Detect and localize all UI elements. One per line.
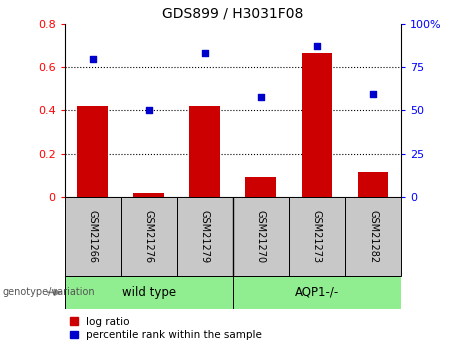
Legend: log ratio, percentile rank within the sample: log ratio, percentile rank within the sa… (70, 317, 262, 340)
Bar (301, 53, 332, 197)
Bar (77, 106, 108, 197)
Point (369, 91, 377, 97)
Point (89, 56, 96, 61)
Title: GDS899 / H3031F08: GDS899 / H3031F08 (162, 6, 303, 20)
Text: AQP1-/-: AQP1-/- (295, 286, 339, 299)
Bar (65, 197, 121, 276)
Point (257, 95, 265, 100)
Bar (133, 194, 164, 197)
Bar (233, 197, 289, 276)
Bar (189, 106, 220, 197)
Text: GSM21276: GSM21276 (144, 210, 154, 263)
Bar (245, 177, 276, 197)
Bar (289, 197, 345, 276)
Text: GSM21273: GSM21273 (312, 210, 322, 263)
Bar (121, 197, 177, 276)
Text: genotype/variation: genotype/variation (2, 287, 95, 297)
Bar (345, 197, 401, 276)
Bar (358, 172, 389, 197)
Text: GSM21282: GSM21282 (368, 210, 378, 263)
Bar (177, 197, 233, 276)
Point (201, 50, 208, 56)
Text: wild type: wild type (122, 286, 176, 299)
Text: GSM21270: GSM21270 (256, 210, 266, 263)
Text: GSM21266: GSM21266 (88, 210, 98, 263)
Text: GSM21279: GSM21279 (200, 210, 210, 263)
Point (313, 43, 321, 49)
Point (145, 108, 152, 113)
Bar (233, 276, 401, 309)
Bar (65, 276, 233, 309)
